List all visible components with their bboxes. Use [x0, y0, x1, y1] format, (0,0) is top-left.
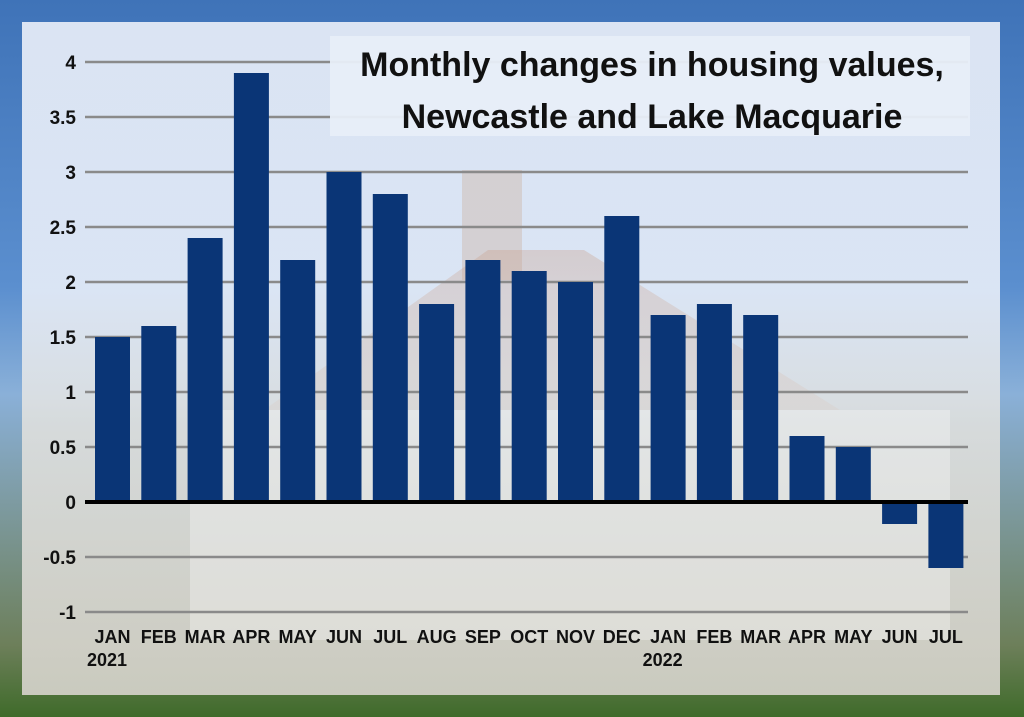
bar-feb — [696, 304, 732, 502]
x-tick-label: JUL — [929, 627, 963, 647]
y-tick-label: 3.5 — [50, 108, 77, 129]
x-tick-label: MAY — [279, 627, 317, 647]
bar-aug — [419, 304, 455, 502]
bar-jan — [95, 337, 130, 502]
x-tick-label: FEB — [696, 627, 732, 647]
bar-apr — [233, 73, 269, 502]
bar-dec — [604, 216, 640, 502]
bar-oct — [511, 271, 547, 502]
x-tick-label: NOV — [556, 627, 595, 647]
year-label: 2021 — [87, 650, 127, 670]
x-tick-label: APR — [788, 627, 826, 647]
y-tick-label: 0.5 — [50, 438, 77, 459]
y-tick-label: 4 — [65, 53, 76, 74]
x-tick-label: OCT — [510, 627, 548, 647]
y-tick-label: 2.5 — [50, 218, 77, 239]
x-tick-label: DEC — [603, 627, 641, 647]
bar-nov — [558, 282, 593, 502]
y-tick-label: 1.5 — [50, 328, 77, 349]
y-tick-label: 0 — [65, 493, 76, 514]
x-tick-label: JUN — [882, 627, 918, 647]
y-tick-label: -0.5 — [43, 548, 76, 569]
y-tick-label: 1 — [65, 383, 76, 404]
bar-jul — [372, 194, 408, 502]
x-tick-label: JUN — [326, 627, 362, 647]
x-tick-label: MAY — [834, 627, 872, 647]
x-tick-label: FEB — [141, 627, 177, 647]
x-tick-label: JUL — [373, 627, 407, 647]
bar-feb — [141, 326, 177, 502]
bar-jun — [326, 172, 362, 502]
bar-mar — [187, 238, 223, 502]
bar-may — [835, 447, 871, 502]
x-tick-label: MAR — [185, 627, 226, 647]
x-tick-label: APR — [232, 627, 270, 647]
y-tick-label: 2 — [65, 273, 76, 294]
chart-subtitle: Newcastle and Lake Macquarie — [402, 98, 903, 136]
bar-mar — [743, 315, 779, 502]
bar-jun — [882, 502, 918, 524]
bar-jul — [928, 502, 964, 568]
title-background — [330, 36, 970, 136]
x-tick-label: JAN — [650, 627, 686, 647]
bar-may — [280, 260, 316, 502]
y-tick-label: 3 — [65, 163, 76, 184]
x-tick-label: JAN — [94, 627, 130, 647]
y-tick-label: -1 — [59, 603, 76, 624]
x-tick-label: MAR — [740, 627, 781, 647]
chart-title: Monthly changes in housing values, — [360, 46, 944, 84]
year-label: 2022 — [643, 650, 683, 670]
bar-sep — [465, 260, 501, 502]
bar-apr — [789, 436, 825, 502]
x-tick-label: AUG — [417, 627, 457, 647]
x-tick-label: SEP — [465, 627, 501, 647]
bar-jan — [650, 315, 686, 502]
